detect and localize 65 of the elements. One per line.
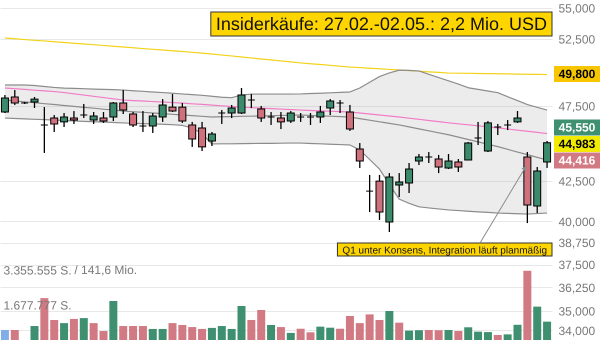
candlestick [454, 158, 462, 173]
candlestick [208, 131, 216, 147]
candlestick [0, 94, 9, 114]
y-tick-label: 42,500 [558, 174, 596, 188]
candlestick [238, 87, 246, 115]
candlestick [218, 109, 226, 125]
candlestick [70, 110, 78, 125]
annotation: Q1 unter Konsens, Integration läuft planmäßig [342, 246, 548, 256]
text: 44,416 [558, 154, 596, 168]
y-tick-label: 36,250 [558, 280, 596, 295]
candlestick [424, 151, 433, 164]
y-tick-label: 38,750 [558, 236, 596, 250]
y2-tick-label: 3.355.555 S. [4, 264, 72, 278]
text: 44,983 [558, 137, 596, 151]
candlestick [198, 121, 206, 152]
annotation: Insiderkäufe: 27.02.-02.05.: 2,2 Mio. USD [216, 14, 548, 34]
candlestick [60, 112, 68, 128]
candlestick [276, 111, 285, 130]
candlestick [316, 105, 324, 124]
candlestick [296, 112, 305, 123]
candlestick [405, 162, 414, 194]
candlestick [168, 93, 176, 113]
candlestick [474, 121, 482, 146]
candlestick [129, 111, 138, 128]
candlestick [444, 153, 452, 170]
candlestick [138, 110, 147, 133]
candlestick [366, 174, 374, 213]
line-series [4, 37, 548, 76]
candlestick [306, 112, 314, 126]
candlestick [543, 140, 552, 169]
candlestick [494, 123, 502, 136]
candlestick [356, 142, 364, 169]
candlestick [286, 110, 295, 124]
y-tick-label: 55,000 [558, 1, 596, 16]
candlestick [504, 119, 512, 131]
y-tick-label: 47,500 [558, 100, 596, 114]
text: 49,800 [558, 67, 596, 81]
candlestick [336, 99, 344, 114]
candlestick [100, 111, 108, 124]
candlestick [30, 96, 38, 109]
candlestick [346, 104, 354, 132]
candlestick [434, 154, 443, 174]
candlestick [188, 121, 196, 148]
candlestick [257, 105, 266, 123]
y-tick-label: 37,500 [558, 258, 596, 272]
candlestick [326, 98, 334, 116]
candlestick [178, 102, 186, 124]
y-tick-label: 35,000 [558, 304, 596, 318]
candlestick [228, 104, 236, 119]
candlestick [267, 111, 276, 126]
candlestick [50, 114, 58, 133]
candlestick [414, 153, 423, 166]
y-tick-label: 52,500 [558, 32, 596, 47]
line-series [4, 87, 548, 134]
candlestick [514, 110, 522, 124]
candlestick [40, 106, 48, 154]
candlestick [80, 103, 88, 119]
candlestick [10, 89, 19, 106]
annotation: / 141,6 Mio. [74, 263, 138, 278]
candlestick [247, 93, 256, 109]
candlestick [90, 111, 98, 125]
candlestick [464, 141, 472, 161]
text: 45,550 [558, 120, 596, 134]
y-tick-label: 34,000 [558, 324, 596, 338]
y-tick-label: 40,000 [558, 214, 596, 229]
